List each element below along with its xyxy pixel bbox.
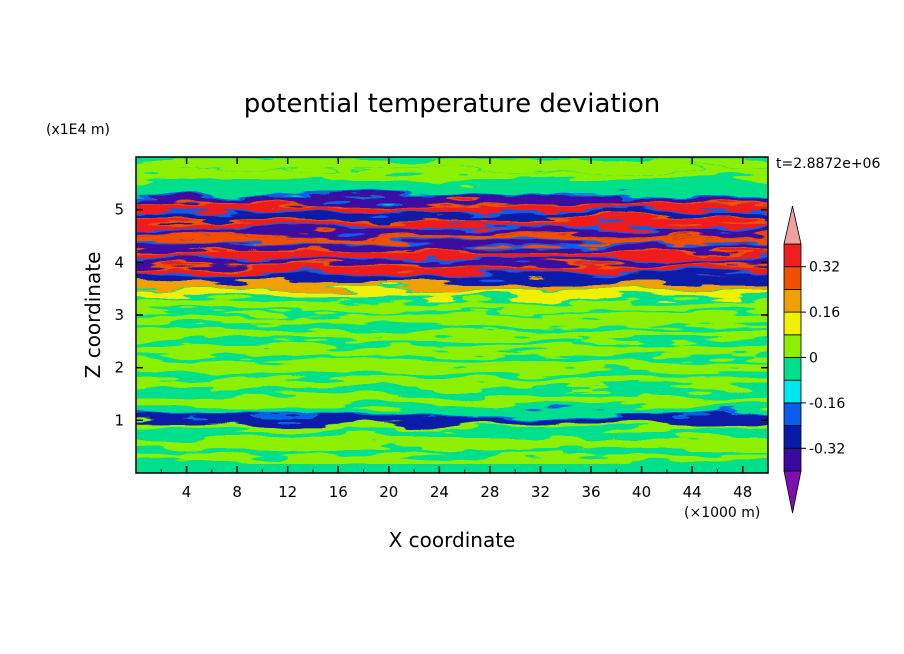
background-streak: [136, 361, 768, 372]
background-streak: [136, 453, 768, 464]
x-tick-label: 36: [581, 483, 600, 501]
contour-band: [136, 197, 768, 207]
y-tick-label: 3: [114, 306, 124, 324]
contour-band-rim: [136, 211, 768, 214]
colorbar: 0.32 0.16 0 -0.16 -0.32: [783, 205, 845, 514]
y-tick-label: 1: [114, 411, 124, 429]
x-tick-label: 28: [480, 483, 499, 501]
colorbar-label: -0.32: [809, 441, 845, 457]
contour-band: [136, 228, 768, 238]
contour-band-rim: [136, 413, 768, 416]
y-tick-label: 5: [114, 201, 124, 219]
contour-band: [136, 244, 768, 254]
contour-band: [136, 415, 768, 425]
contour-band: [136, 290, 768, 298]
colorbar-swatch: [783, 266, 802, 290]
time-label: t=2.8872e+06: [776, 156, 880, 172]
x-axis-label: X coordinate: [389, 528, 516, 552]
background-streak: [136, 345, 768, 356]
contour-band-rim: [136, 226, 768, 229]
contour-band-rim: [136, 234, 768, 237]
contour-band-rim: [136, 258, 768, 261]
contour-band: [136, 260, 768, 270]
background-streak: [136, 158, 768, 169]
background-streak: [136, 395, 768, 406]
x-axis: 4 8 12 16 20 24 28 32 36 40 44 48: [160, 157, 752, 501]
contour-band-rim: [136, 242, 768, 245]
plot-area: [135, 156, 769, 474]
contour-band: [136, 220, 768, 230]
contour-band-rim: [136, 272, 768, 275]
x-tick-label: 20: [379, 483, 398, 501]
contour-band: [136, 267, 768, 277]
x-tick-label: 16: [329, 483, 348, 501]
colorbar-label: -0.16: [809, 396, 845, 412]
contour-band: [136, 213, 768, 223]
x-tick-label: 48: [733, 483, 752, 501]
colorbar-label: 0.16: [809, 305, 840, 321]
colorbar-swatch: [783, 425, 802, 449]
contour-band-rim: [136, 250, 768, 253]
x-tick-label: 32: [531, 483, 550, 501]
chart-title: potential temperature deviation: [244, 89, 660, 119]
x-tick-label: 24: [430, 483, 449, 501]
colorbar-swatch: [783, 357, 802, 381]
background-streak: [136, 169, 768, 180]
contour-band: [136, 205, 768, 215]
x-unit-label: (×1000 m): [684, 505, 760, 521]
colorbar-label: 0.32: [809, 260, 840, 276]
y-axis-label: Z coordinate: [81, 252, 105, 379]
contour-band-rim: [136, 203, 768, 206]
y-axis: 1 2 3 4 5: [114, 201, 768, 429]
contour-band-rim: [136, 195, 768, 198]
colorbar-swatch: [783, 288, 802, 313]
x-tick-label: 44: [683, 483, 702, 501]
background-streak: [136, 301, 768, 312]
background-streak: [136, 330, 768, 341]
contour-band: [136, 252, 768, 262]
colorbar-swatch: [783, 379, 802, 404]
contour-band: [136, 274, 768, 284]
colorbar-swatch: [783, 311, 802, 336]
x-tick-label: 12: [278, 483, 297, 501]
colorbar-swatch: [783, 447, 802, 472]
colorbar-swatch: [783, 402, 802, 426]
contour-band: [136, 236, 768, 246]
background-streak: [136, 314, 768, 325]
colorbar-swatch: [783, 243, 802, 268]
x-tick-label: 4: [182, 483, 192, 501]
x-tick-label: 8: [232, 483, 242, 501]
colorbar-label: 0: [809, 351, 818, 367]
y-unit-label: (x1E4 m): [46, 122, 110, 138]
background-streak: [136, 377, 768, 388]
contour-band-rim: [136, 265, 768, 268]
colorbar-top-triangle: [783, 205, 802, 245]
y-tick-label: 4: [114, 253, 124, 271]
contour-band-rim: [136, 218, 768, 221]
colorbar-swatch: [783, 334, 802, 358]
contour-band: [136, 282, 768, 290]
y-tick-label: 2: [114, 359, 124, 377]
x-tick-label: 40: [632, 483, 651, 501]
colorbar-bottom-triangle: [783, 470, 802, 514]
background-streak: [136, 438, 768, 449]
contour-field: [136, 158, 768, 464]
